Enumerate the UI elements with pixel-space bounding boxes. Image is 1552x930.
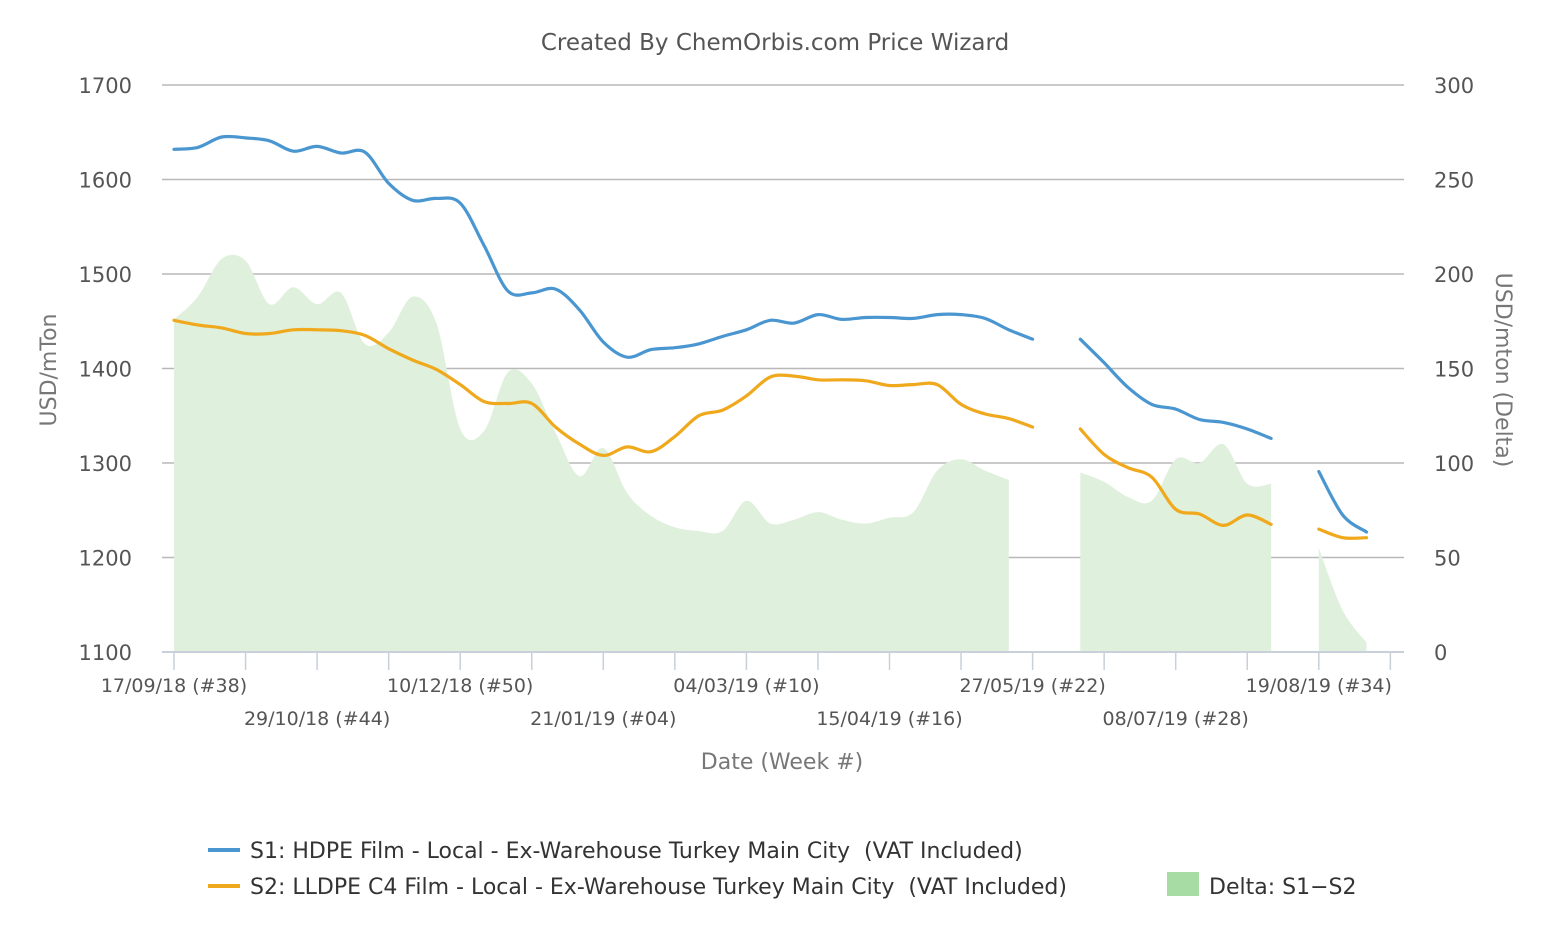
x-axis: 17/09/18 (#38) 29/10/18 (#44) 10/12/18 (#5… bbox=[101, 651, 1404, 730]
legend-label-s2: S2: LLDPE C4 Film - Local - Ex-Warehouse… bbox=[250, 875, 1067, 900]
delta-area-segment bbox=[1318, 548, 1367, 652]
legend-swatch-delta bbox=[1167, 872, 1199, 896]
series-1-line bbox=[172, 134, 1035, 359]
x-tick-label: 27/05/19 (#22) bbox=[959, 675, 1105, 697]
y-tick-label: 1600 bbox=[79, 169, 132, 193]
legend-label-delta: Delta: S1−S2 bbox=[1209, 875, 1356, 900]
series-1-line bbox=[1317, 469, 1369, 534]
x-tick-label: 19/08/19 (#34) bbox=[1246, 675, 1392, 697]
y2-tick-label: 50 bbox=[1434, 547, 1461, 571]
line-series-layer bbox=[172, 134, 1369, 540]
series-2-line bbox=[1317, 527, 1369, 540]
y-tick-label: 1300 bbox=[79, 452, 132, 476]
y2-tick-label: 150 bbox=[1434, 358, 1474, 382]
delta-area-layer bbox=[174, 254, 1367, 653]
y2-tick-label: 0 bbox=[1434, 641, 1447, 665]
legend: S1: HDPE Film - Local - Ex-Warehouse Tur… bbox=[208, 839, 1356, 900]
legend-label-s1: S1: HDPE Film - Local - Ex-Warehouse Tur… bbox=[250, 839, 1023, 864]
x-tick-label: 21/01/19 (#04) bbox=[530, 708, 676, 730]
series-2-line bbox=[172, 318, 1035, 457]
x-tick-label: 29/10/18 (#44) bbox=[244, 708, 390, 730]
x-tick-label: 15/04/19 (#16) bbox=[816, 708, 962, 730]
y-tick-label: 1100 bbox=[79, 641, 132, 665]
y-axis-title: USD/mTon bbox=[37, 314, 62, 427]
x-tick-label: 04/03/19 (#10) bbox=[673, 675, 819, 697]
y2-axis-title: USD/mton (Delta) bbox=[1490, 273, 1515, 468]
y-axis-left: 1100 1200 1300 1400 1500 1600 1700 bbox=[79, 74, 132, 665]
series-2-line bbox=[1078, 427, 1273, 528]
x-axis-title: Date (Week #) bbox=[701, 750, 863, 775]
y-axis-right: 0 50 100 150 200 250 300 bbox=[1434, 74, 1474, 665]
y2-tick-label: 250 bbox=[1434, 169, 1474, 193]
x-tick-label: 17/09/18 (#38) bbox=[101, 675, 247, 697]
delta-area-segment bbox=[174, 254, 1009, 653]
y2-tick-label: 100 bbox=[1434, 452, 1474, 476]
y-tick-label: 1700 bbox=[79, 74, 132, 98]
y-tick-label: 1500 bbox=[79, 263, 132, 287]
y2-tick-label: 200 bbox=[1434, 263, 1474, 287]
x-tick-label: 10/12/18 (#50) bbox=[387, 675, 533, 697]
y-tick-label: 1400 bbox=[79, 358, 132, 382]
series-1-line bbox=[1078, 337, 1273, 440]
chart-title: Created By ChemOrbis.com Price Wizard bbox=[541, 30, 1009, 56]
x-tick-label: 08/07/19 (#28) bbox=[1103, 708, 1249, 730]
delta-area-segment bbox=[1080, 443, 1272, 652]
y-tick-label: 1200 bbox=[79, 547, 132, 571]
y2-tick-label: 300 bbox=[1434, 74, 1474, 98]
